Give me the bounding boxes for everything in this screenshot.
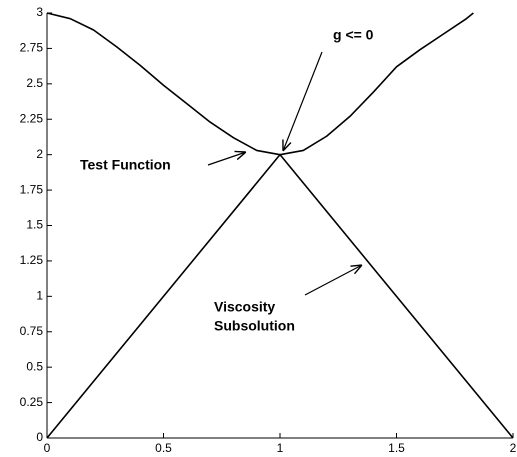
annotation: g <= 0: [333, 27, 374, 43]
line: [46, 153, 514, 439]
y-tick-label: 2.5: [26, 76, 43, 90]
arrow: [283, 51, 323, 151]
y-tick-label: 2.25: [20, 111, 44, 125]
x-tick-label: 0: [44, 441, 51, 455]
y-tick-label: 2: [36, 147, 43, 161]
annotation: Test Function: [80, 157, 171, 173]
x-tick-label: 1.5: [388, 441, 405, 455]
annotation: Viscosity: [214, 299, 275, 315]
x-tick-label: 1: [277, 441, 284, 455]
y-tick-label: 1: [36, 289, 43, 303]
line: [46, 12, 474, 156]
y-tick-label: 1.75: [20, 182, 44, 196]
x-tick-label: 0.5: [155, 441, 172, 455]
arrow: [207, 152, 246, 166]
annotation: Subsolution: [214, 318, 295, 334]
x-tick-label: 2: [510, 441, 517, 455]
y-tick-label: 2.75: [20, 41, 44, 55]
y-tick-label: 1.25: [20, 253, 44, 267]
arrow: [304, 265, 362, 296]
y-tick-label: 0.5: [26, 359, 43, 373]
y-tick-label: 0.25: [20, 395, 44, 409]
y-tick-label: 0.75: [20, 324, 44, 338]
y-tick-label: 1.5: [26, 218, 43, 232]
y-tick-label: 3: [36, 5, 43, 19]
y-tick-label: 0: [36, 430, 43, 444]
